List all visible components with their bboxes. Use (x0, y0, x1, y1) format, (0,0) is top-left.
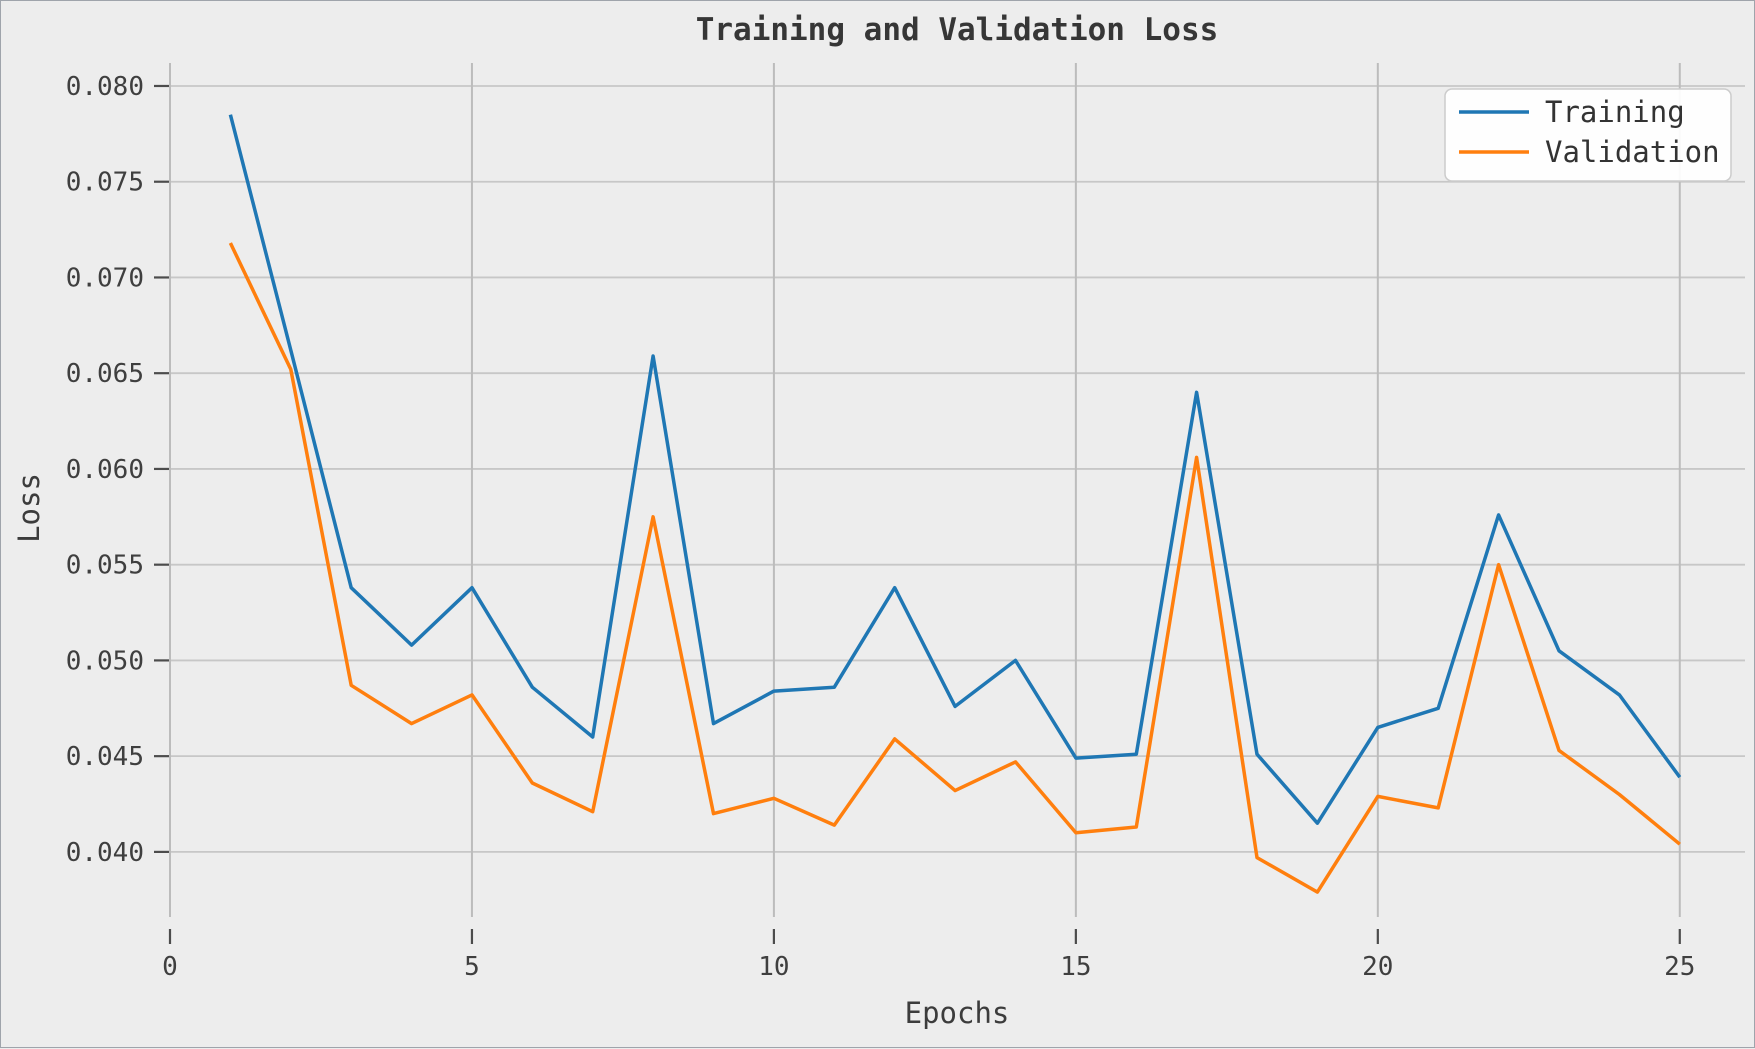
y-tick-label: 0.070 (66, 263, 144, 293)
x-tick-label: 10 (758, 952, 789, 982)
x-axis-label: Epochs (904, 996, 1010, 1030)
y-axis-label: Loss (12, 473, 46, 543)
x-tick-label: 0 (162, 952, 178, 982)
y-tick-label: 0.045 (66, 742, 144, 772)
y-tick-label: 0.050 (66, 646, 144, 676)
legend: Training Validation (1444, 88, 1732, 182)
x-tick-labels: 0 5 10 15 20 25 (162, 952, 1695, 982)
grid-vertical (169, 63, 1681, 917)
chart-title: Training and Validation Loss (695, 12, 1219, 48)
x-tick-label: 15 (1060, 952, 1091, 982)
y-tick-label: 0.040 (66, 838, 144, 868)
y-tick-label: 0.065 (66, 359, 144, 389)
x-tick-label: 25 (1664, 952, 1695, 982)
y-tick-label: 0.080 (66, 72, 144, 102)
y-tick-labels: 0.040 0.045 0.050 0.055 0.060 0.065 0.070 0.075… (66, 72, 144, 868)
x-ticks (168, 929, 1681, 944)
y-tick-label: 0.075 (66, 168, 144, 198)
x-tick-label: 5 (464, 952, 480, 982)
y-tick-label: 0.060 (66, 455, 144, 485)
y-tick-label: 0.055 (66, 551, 144, 581)
x-tick-label: 20 (1362, 952, 1393, 982)
y-ticks (154, 84, 169, 853)
training-line (228, 114, 1682, 825)
grid-horizontal (169, 85, 1745, 853)
legend-label-training: Training (1545, 95, 1685, 129)
validation-line (228, 242, 1681, 894)
series-lines (228, 114, 1682, 894)
legend-label-validation: Validation (1545, 135, 1720, 169)
